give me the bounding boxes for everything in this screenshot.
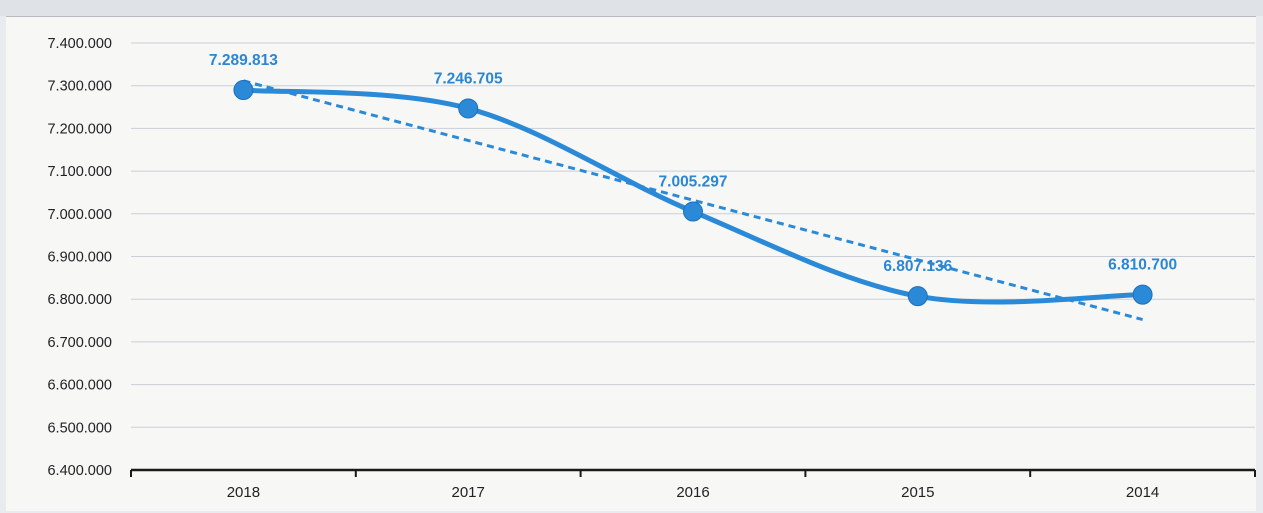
x-tick-label: 2018 bbox=[227, 484, 260, 501]
x-axis bbox=[130, 468, 1256, 477]
y-tick-label: 6.400.000 bbox=[47, 463, 112, 479]
x-tick-label: 2016 bbox=[676, 484, 709, 501]
x-axis-tick-labels: 2018 2017 2016 2015 2014 bbox=[227, 484, 1160, 501]
x-tick-label: 2014 bbox=[1126, 484, 1159, 501]
data-markers bbox=[233, 80, 1153, 307]
data-labels: 7.289.813 7.246.705 7.005.297 6.807.136 6.81… bbox=[209, 52, 1177, 275]
gridlines bbox=[131, 42, 1255, 428]
data-label: 6.810.700 bbox=[1108, 257, 1177, 274]
y-tick-label: 6.600.000 bbox=[47, 378, 112, 394]
data-point-marker bbox=[233, 80, 254, 101]
y-tick-label: 7.000.000 bbox=[47, 207, 112, 223]
y-tick-label: 7.300.000 bbox=[47, 79, 112, 95]
data-label: 7.289.813 bbox=[209, 52, 278, 69]
y-axis-tick-labels: 7.400.000 7.300.000 7.200.000 7.100.000 7.00… bbox=[47, 36, 112, 479]
x-tick-label: 2017 bbox=[452, 484, 485, 501]
data-point-marker bbox=[458, 98, 479, 119]
chart-frame bbox=[6, 16, 1256, 511]
scan-top-strip bbox=[0, 0, 1263, 16]
trendline bbox=[243, 79, 1143, 321]
data-point-marker bbox=[683, 201, 703, 222]
data-label: 6.807.136 bbox=[883, 258, 952, 275]
y-tick-label: 6.800.000 bbox=[47, 292, 112, 308]
y-tick-label: 7.100.000 bbox=[47, 164, 112, 180]
y-tick-label: 7.400.000 bbox=[47, 36, 112, 52]
y-tick-label: 7.200.000 bbox=[47, 121, 112, 137]
data-label: 7.005.297 bbox=[659, 174, 728, 191]
data-label: 7.246.705 bbox=[434, 70, 503, 87]
series-line bbox=[240, 87, 1146, 305]
y-tick-label: 6.500.000 bbox=[47, 420, 112, 436]
x-tick-label: 2015 bbox=[901, 484, 934, 501]
data-point-marker bbox=[1132, 284, 1153, 305]
y-tick-label: 6.900.000 bbox=[47, 250, 112, 266]
y-tick-label: 6.700.000 bbox=[47, 335, 112, 351]
series-path bbox=[240, 87, 1146, 305]
trendline-path bbox=[243, 79, 1143, 321]
data-point-marker bbox=[907, 286, 928, 307]
